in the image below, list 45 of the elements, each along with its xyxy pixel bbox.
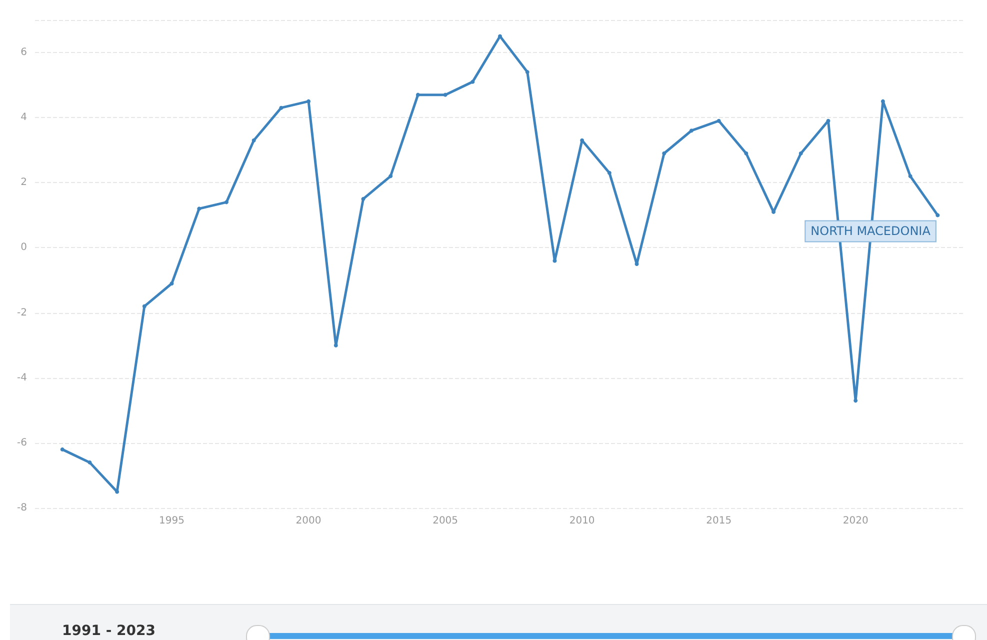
y-tick-label: -2 — [17, 307, 27, 318]
series-label: NORTH MACEDONIA — [810, 224, 932, 238]
point — [798, 151, 803, 156]
y-tick-label: 0 — [20, 242, 27, 254]
point — [936, 213, 940, 218]
point — [552, 258, 557, 263]
y-tick-label: 2 — [20, 177, 27, 188]
point — [689, 128, 694, 133]
point — [197, 206, 202, 211]
point — [60, 447, 64, 452]
point — [716, 118, 721, 123]
point — [388, 174, 393, 178]
point — [142, 304, 146, 308]
point — [252, 138, 256, 142]
x-tick-label: 2010 — [569, 516, 595, 526]
x-tick-label: 2005 — [432, 516, 458, 526]
y-tick-label: -8 — [17, 502, 27, 514]
point — [662, 151, 666, 156]
point — [634, 262, 639, 266]
point — [826, 118, 830, 123]
point — [580, 138, 584, 142]
x-tick-label: 2015 — [706, 516, 732, 526]
point — [170, 282, 174, 286]
x-tick-label: 1995 — [159, 516, 184, 526]
x-tick-label: 2020 — [842, 516, 868, 526]
point — [744, 151, 748, 156]
y-tick-label: 6 — [20, 47, 27, 58]
text: 1991 - 2023 — [62, 623, 156, 639]
point — [880, 99, 885, 104]
point — [607, 170, 612, 175]
point — [908, 174, 912, 178]
y-tick-label: 4 — [20, 112, 27, 124]
point — [416, 92, 420, 97]
x-tick-label: 2000 — [296, 516, 322, 526]
point — [854, 398, 858, 403]
point — [470, 80, 475, 84]
point — [443, 92, 448, 97]
point — [525, 70, 530, 74]
point — [306, 99, 311, 104]
point — [361, 196, 366, 201]
point — [279, 106, 284, 110]
y-tick-label: -4 — [17, 372, 27, 384]
point — [88, 460, 92, 464]
y-tick-label: -6 — [17, 437, 27, 448]
point — [224, 200, 228, 204]
